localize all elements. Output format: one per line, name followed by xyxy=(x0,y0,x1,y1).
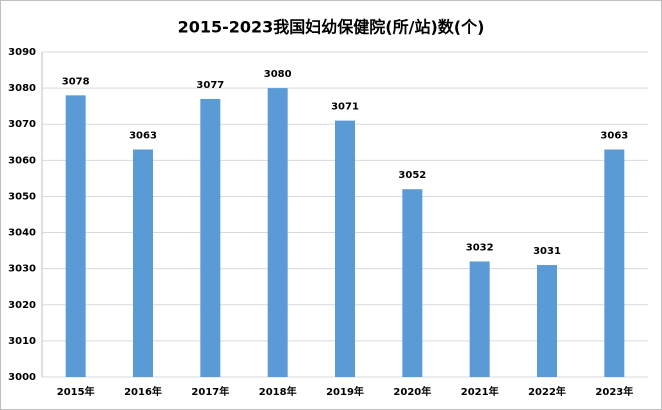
y-tick-label: 3020 xyxy=(8,300,36,311)
bar xyxy=(604,149,625,377)
bar xyxy=(402,189,423,377)
y-tick-label: 3060 xyxy=(8,155,36,166)
y-tick-label: 3040 xyxy=(8,228,36,239)
bar xyxy=(335,120,355,377)
bar xyxy=(267,88,288,377)
bar xyxy=(133,149,153,377)
data-label: 3063 xyxy=(129,131,157,142)
x-tick-label: 2021年 xyxy=(461,385,499,398)
y-tick-label: 3090 xyxy=(8,47,36,58)
y-tick-label: 3010 xyxy=(8,336,36,347)
data-label: 3071 xyxy=(331,102,359,113)
x-tick-label: 2018年 xyxy=(259,385,297,398)
bar xyxy=(65,95,86,377)
bar xyxy=(200,98,221,377)
data-label: 3052 xyxy=(398,170,426,181)
x-tick-label: 2022年 xyxy=(528,385,566,398)
y-tick-label: 3070 xyxy=(8,119,36,130)
data-label: 3063 xyxy=(600,131,628,142)
chart-title: 2015-2023我国妇幼保健院(所/站)数(个) xyxy=(178,18,485,37)
data-label: 3031 xyxy=(533,246,561,257)
x-tick-label: 2023年 xyxy=(595,385,633,398)
x-tick-label: 2019年 xyxy=(326,385,364,398)
bar xyxy=(469,261,490,377)
y-tick-label: 3080 xyxy=(8,83,36,94)
data-label: 3032 xyxy=(466,242,494,253)
x-tick-label: 2015年 xyxy=(57,385,95,398)
y-tick-label: 3030 xyxy=(8,264,36,275)
y-tick-label: 3000 xyxy=(8,372,36,383)
data-label: 3077 xyxy=(196,80,224,91)
x-tick-label: 2016年 xyxy=(124,385,162,398)
x-tick-label: 2020年 xyxy=(393,385,431,398)
data-label: 3080 xyxy=(264,69,292,80)
bar xyxy=(537,265,557,377)
data-label: 3078 xyxy=(62,76,90,87)
x-tick-label: 2017年 xyxy=(191,385,229,398)
y-tick-label: 3050 xyxy=(8,191,36,202)
